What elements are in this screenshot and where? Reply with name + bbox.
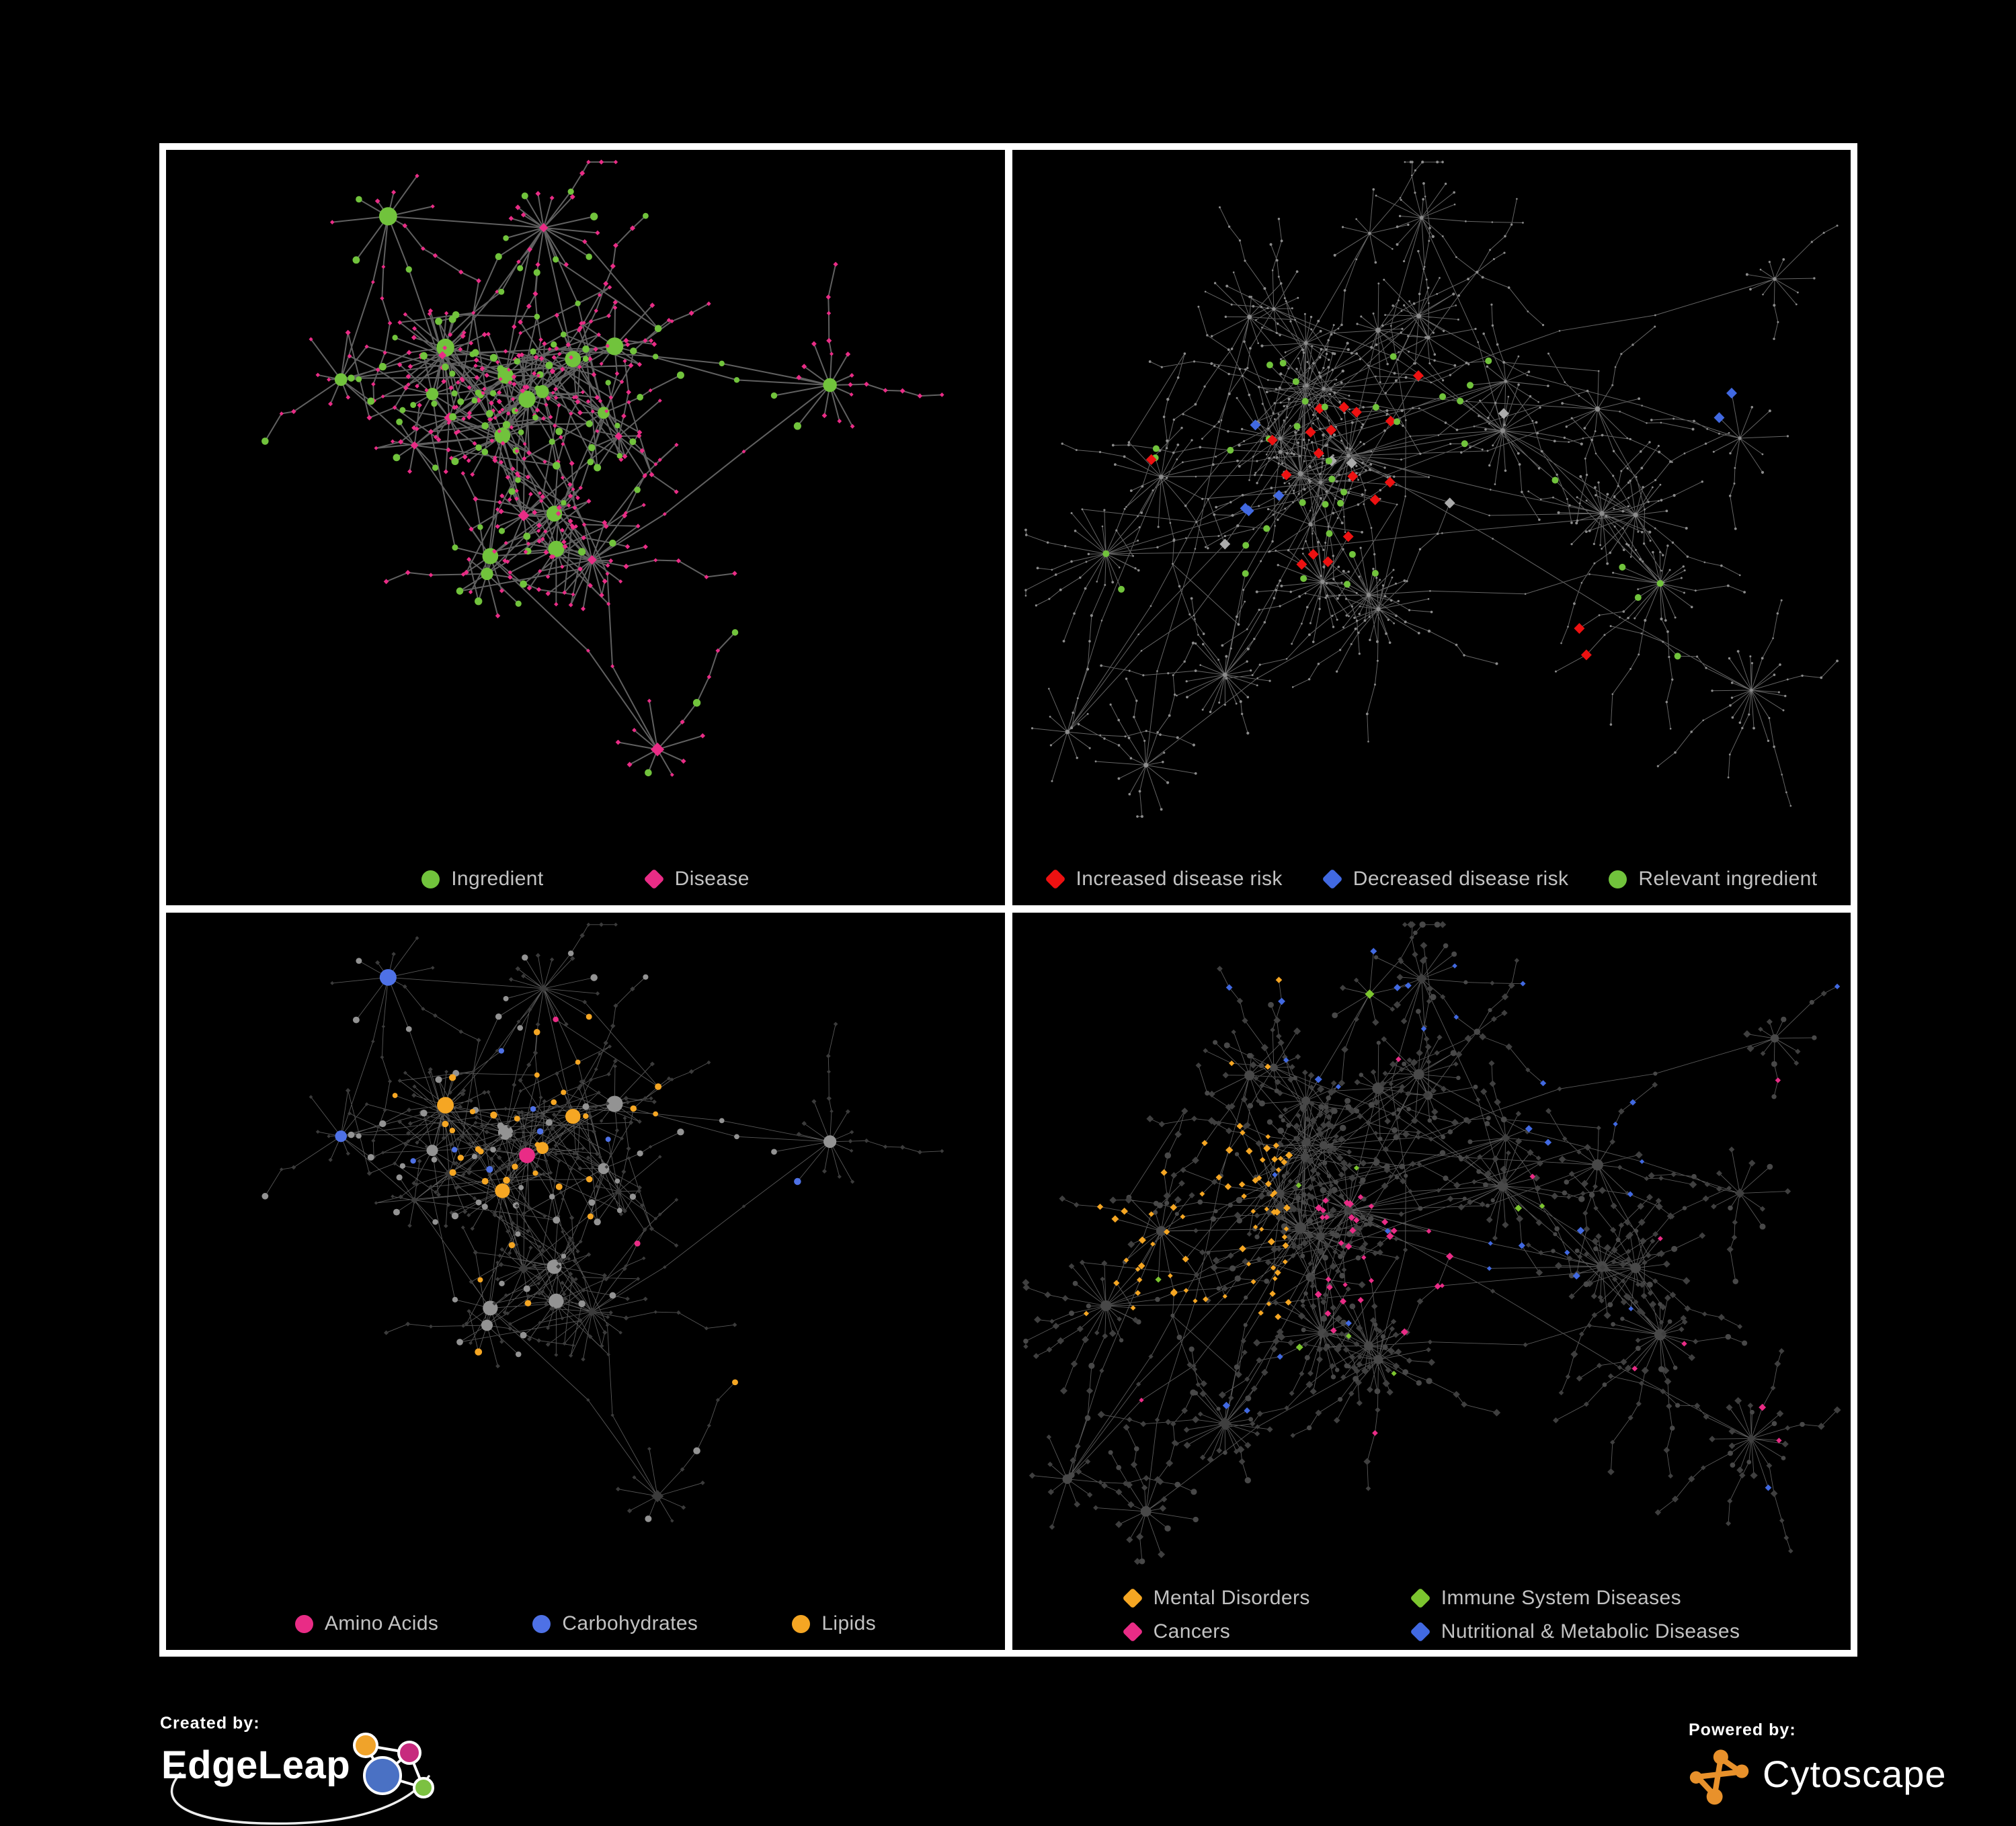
network-nodes <box>261 159 944 777</box>
legend-item-carbohydrates: Carbohydrates <box>532 1612 698 1635</box>
panel-disease-category-network: Mental Disorders Immune System Diseases Ca… <box>1012 913 1851 1650</box>
cytoscape-logo: Cytoscape <box>1689 1740 1971 1807</box>
network-nodes <box>1022 921 1841 1565</box>
cytoscape-network-icon <box>1689 1749 1749 1805</box>
legend-item-lipids: Lipids <box>792 1612 876 1635</box>
network-graph-disease-risk <box>1024 160 1839 818</box>
legend-label: Relevant ingredient <box>1638 868 1818 890</box>
legend-marker-diamond-icon <box>1410 1587 1431 1609</box>
legend-disease-risk: Increased disease risk Decreased disease … <box>1012 868 1851 890</box>
network-edges <box>1025 924 1838 1562</box>
legend-marker-circle-icon <box>294 1614 313 1633</box>
legend-nutrient-class: Amino Acids Carbohydrates Lipids <box>166 1612 1005 1635</box>
legend-label: Lipids <box>821 1612 877 1634</box>
legend-ingredient-disease: Ingredient Disease <box>166 868 1005 890</box>
legend-item-relevant-ingredient: Relevant ingredient <box>1609 868 1817 890</box>
legend-marker-circle-icon <box>532 1614 551 1633</box>
legend-label: Disease <box>674 868 750 890</box>
network-graph-disease-category <box>1022 921 1841 1565</box>
figure-board: Ingredient Disease Increased disease risk… <box>159 143 1857 1657</box>
legend-marker-circle-icon <box>1609 870 1627 888</box>
network-graph-nutrient-class <box>261 922 944 1523</box>
legend-label: Nutritional & Metabolic Diseases <box>1441 1620 1740 1643</box>
network-nodes <box>261 922 944 1523</box>
network-edges <box>264 924 942 1522</box>
legend-marker-circle-icon <box>792 1614 811 1633</box>
legend-item-increased-disease-risk: Increased disease risk <box>1044 868 1283 890</box>
legend-label: Decreased disease risk <box>1353 868 1569 890</box>
legend-marker-diamond-icon <box>1122 1587 1143 1609</box>
legend-label: Amino Acids <box>324 1612 439 1634</box>
legend-marker-diamond-icon <box>643 868 665 890</box>
legend-marker-circle-icon <box>421 870 440 888</box>
edgeleap-logo: EdgeLeap <box>160 1733 469 1825</box>
legend-item-immune-system-diseases: Immune System Diseases <box>1410 1587 1681 1610</box>
legend-item-ingredient: Ingredient <box>421 868 543 890</box>
legend-item-decreased-disease-risk: Decreased disease risk <box>1322 868 1569 890</box>
legend-item-disease: Disease <box>643 868 750 890</box>
legend-marker-diamond-icon <box>1044 868 1066 890</box>
legend-label: Mental Disorders <box>1153 1587 1310 1609</box>
network-edges <box>1025 161 1838 817</box>
legend-label: Ingredient <box>451 868 544 890</box>
legend-label: Cancers <box>1153 1620 1231 1643</box>
powered-by-label: Powered by: <box>1689 1720 1796 1739</box>
edgeleap-wordmark: EdgeLeap <box>161 1743 351 1787</box>
network-edges <box>264 161 943 776</box>
network-nodes <box>1024 160 1839 818</box>
cytoscape-logo-block: Powered by: Cytoscape <box>1689 1720 1971 1808</box>
legend-label: Increased disease risk <box>1076 868 1283 890</box>
legend-item-cancers: Cancers <box>1122 1620 1231 1643</box>
panel-disease-risk-network: Increased disease risk Decreased disease … <box>1012 150 1851 905</box>
edgeleap-logo-block: Created by: EdgeLeap <box>160 1714 469 1825</box>
panel-nutrient-class-network: Amino Acids Carbohydrates Lipids <box>166 913 1005 1650</box>
legend-label: Carbohydrates <box>562 1612 698 1634</box>
network-graph-ingredient-disease <box>261 159 944 777</box>
created-by-label: Created by: <box>160 1714 260 1733</box>
legend-marker-diamond-icon <box>1322 868 1343 890</box>
cytoscape-wordmark: Cytoscape <box>1763 1752 1947 1795</box>
legend-item-nutritional-metabolic-diseases: Nutritional & Metabolic Diseases <box>1410 1620 1740 1643</box>
panel-ingredient-disease-network: Ingredient Disease <box>166 150 1005 905</box>
legend-marker-diamond-icon <box>1122 1621 1143 1643</box>
legend-marker-diamond-icon <box>1410 1621 1431 1643</box>
legend-item-mental-disorders: Mental Disorders <box>1122 1587 1310 1610</box>
legend-disease-category: Mental Disorders Immune System Diseases Ca… <box>1012 1587 1851 1643</box>
legend-label: Immune System Diseases <box>1441 1587 1681 1609</box>
legend-item-amino-acids: Amino Acids <box>294 1612 439 1635</box>
